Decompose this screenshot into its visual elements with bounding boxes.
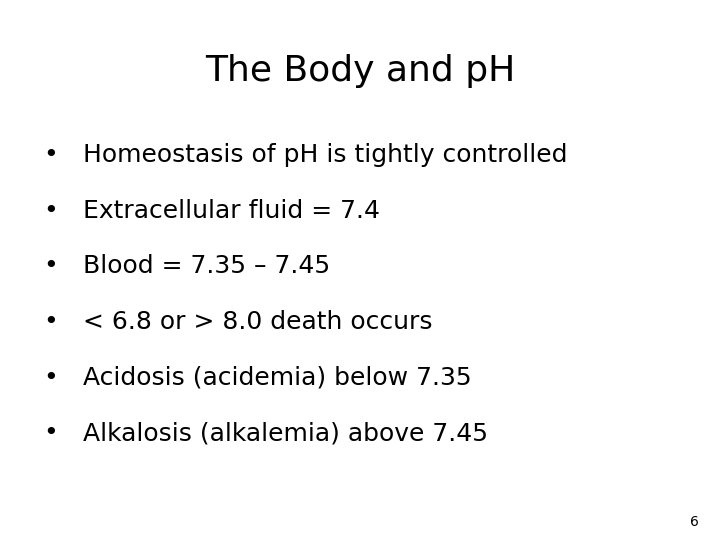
Text: •: • [43,421,58,445]
Text: The Body and pH: The Body and pH [205,54,515,88]
Text: Acidosis (acidemia) below 7.35: Acidosis (acidemia) below 7.35 [83,366,472,389]
Text: •: • [43,366,58,389]
Text: •: • [43,310,58,334]
Text: •: • [43,143,58,167]
Text: < 6.8 or > 8.0 death occurs: < 6.8 or > 8.0 death occurs [83,310,432,334]
Text: 6: 6 [690,515,698,529]
Text: Homeostasis of pH is tightly controlled: Homeostasis of pH is tightly controlled [83,143,567,167]
Text: Blood = 7.35 – 7.45: Blood = 7.35 – 7.45 [83,254,330,278]
Text: •: • [43,254,58,278]
Text: Alkalosis (alkalemia) above 7.45: Alkalosis (alkalemia) above 7.45 [83,421,488,445]
Text: •: • [43,199,58,222]
Text: Extracellular fluid = 7.4: Extracellular fluid = 7.4 [83,199,380,222]
